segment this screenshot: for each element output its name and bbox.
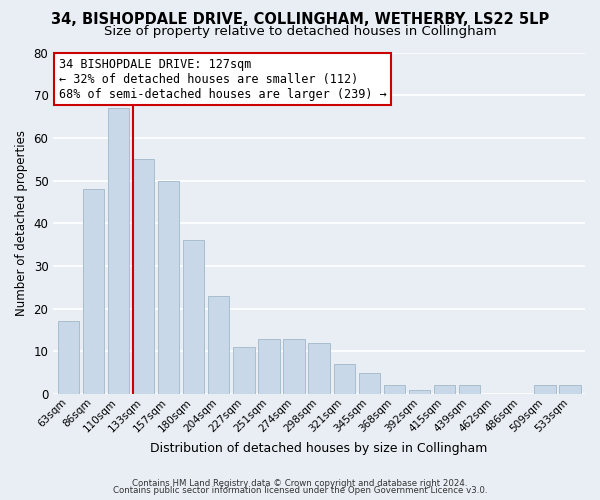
Bar	[409, 390, 430, 394]
Bar	[459, 386, 480, 394]
Bar	[334, 364, 355, 394]
X-axis label: Distribution of detached houses by size in Collingham: Distribution of detached houses by size …	[151, 442, 488, 455]
Text: 34, BISHOPDALE DRIVE, COLLINGHAM, WETHERBY, LS22 5LP: 34, BISHOPDALE DRIVE, COLLINGHAM, WETHER…	[51, 12, 549, 28]
Bar	[158, 180, 179, 394]
Text: Contains HM Land Registry data © Crown copyright and database right 2024.: Contains HM Land Registry data © Crown c…	[132, 478, 468, 488]
Text: Size of property relative to detached houses in Collingham: Size of property relative to detached ho…	[104, 25, 496, 38]
Text: 34 BISHOPDALE DRIVE: 127sqm
← 32% of detached houses are smaller (112)
68% of se: 34 BISHOPDALE DRIVE: 127sqm ← 32% of det…	[59, 58, 386, 100]
Bar	[308, 343, 330, 394]
Bar	[534, 386, 556, 394]
Bar	[434, 386, 455, 394]
Bar	[233, 347, 254, 394]
Bar	[108, 108, 129, 394]
Y-axis label: Number of detached properties: Number of detached properties	[15, 130, 28, 316]
Bar	[283, 338, 305, 394]
Text: Contains public sector information licensed under the Open Government Licence v3: Contains public sector information licen…	[113, 486, 487, 495]
Bar	[183, 240, 205, 394]
Bar	[559, 386, 581, 394]
Bar	[384, 386, 405, 394]
Bar	[259, 338, 280, 394]
Bar	[58, 322, 79, 394]
Bar	[83, 189, 104, 394]
Bar	[133, 159, 154, 394]
Bar	[359, 372, 380, 394]
Bar	[208, 296, 229, 394]
